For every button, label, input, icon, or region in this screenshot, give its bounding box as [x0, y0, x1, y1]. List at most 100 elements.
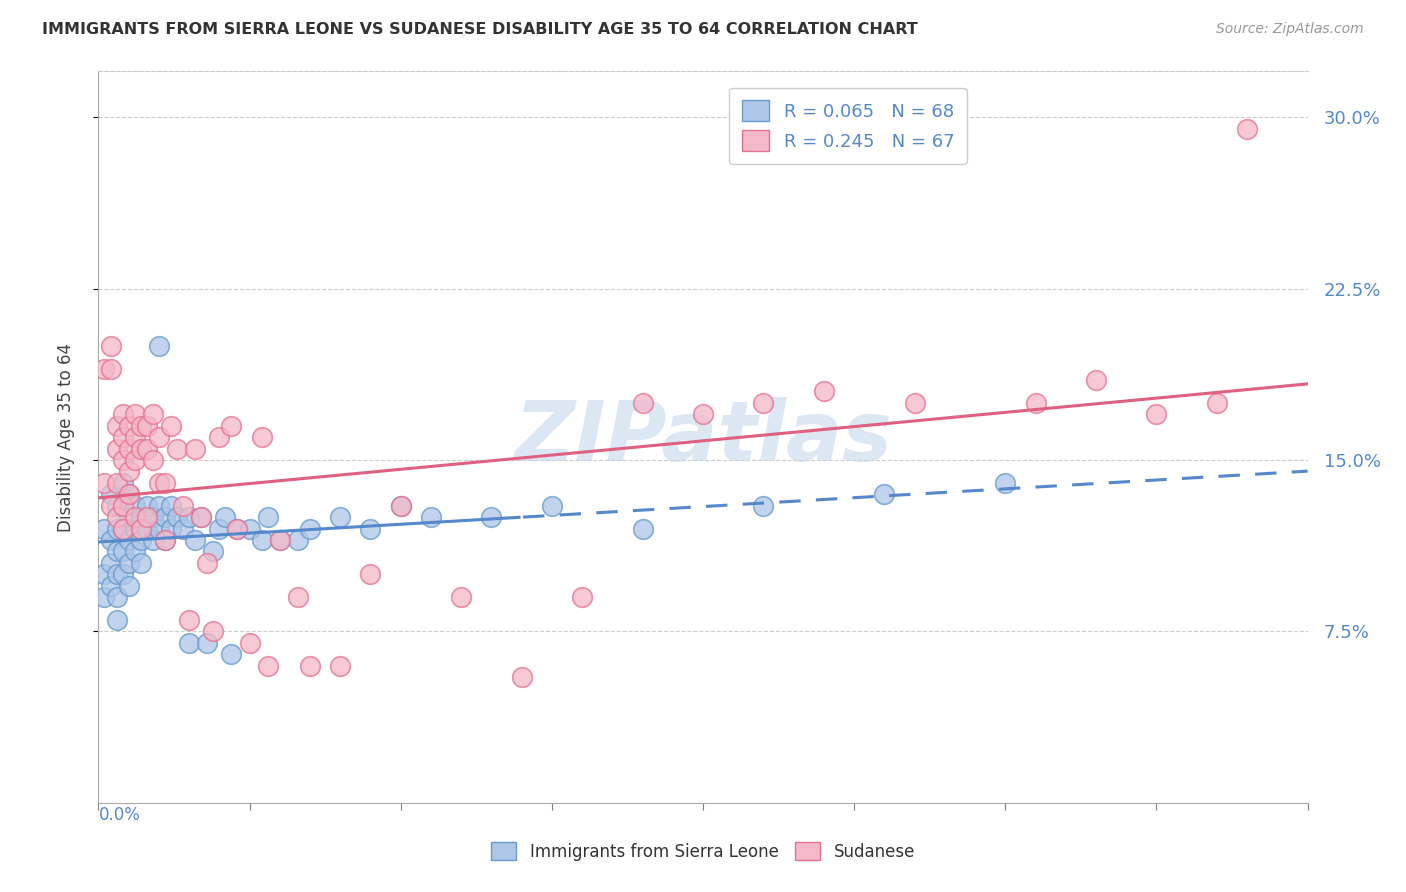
- Point: [148, 499, 170, 513]
- Point: [93, 567, 115, 582]
- Point: [1085, 373, 1108, 387]
- Point: [100, 338, 122, 352]
- Point: [631, 396, 654, 410]
- Point: [752, 499, 775, 513]
- Point: [329, 510, 352, 524]
- Point: [129, 556, 152, 570]
- Point: [105, 499, 128, 513]
- Point: [111, 499, 134, 513]
- Point: [93, 521, 115, 535]
- Point: [166, 442, 188, 456]
- Text: ZIPatlas: ZIPatlas: [515, 397, 891, 477]
- Point: [129, 521, 152, 535]
- Point: [135, 521, 157, 535]
- Point: [510, 670, 533, 684]
- Point: [105, 521, 128, 535]
- Point: [1144, 407, 1167, 421]
- Point: [100, 556, 122, 570]
- Point: [202, 544, 225, 558]
- Point: [129, 533, 152, 547]
- Point: [124, 544, 146, 558]
- Point: [100, 579, 122, 593]
- Point: [118, 556, 141, 570]
- Point: [873, 487, 896, 501]
- Point: [179, 636, 201, 650]
- Point: [202, 624, 225, 639]
- Point: [93, 361, 115, 376]
- Point: [214, 510, 236, 524]
- Point: [256, 658, 278, 673]
- Point: [124, 453, 146, 467]
- Text: 0.0%: 0.0%: [98, 806, 141, 824]
- Point: [118, 464, 141, 478]
- Legend: Immigrants from Sierra Leone, Sudanese: Immigrants from Sierra Leone, Sudanese: [485, 836, 921, 868]
- Point: [93, 590, 115, 604]
- Point: [142, 510, 165, 524]
- Point: [105, 613, 128, 627]
- Point: [299, 658, 322, 673]
- Point: [129, 510, 152, 524]
- Point: [105, 418, 128, 433]
- Point: [329, 658, 352, 673]
- Point: [111, 544, 134, 558]
- Point: [111, 453, 134, 467]
- Point: [105, 475, 128, 490]
- Point: [190, 510, 212, 524]
- Point: [190, 510, 212, 524]
- Point: [124, 407, 146, 421]
- Point: [135, 499, 157, 513]
- Point: [239, 636, 262, 650]
- Point: [105, 442, 128, 456]
- Point: [226, 521, 249, 535]
- Point: [100, 533, 122, 547]
- Point: [360, 521, 382, 535]
- Point: [148, 430, 170, 444]
- Point: [250, 430, 273, 444]
- Y-axis label: Disability Age 35 to 64: Disability Age 35 to 64: [56, 343, 75, 532]
- Point: [100, 499, 122, 513]
- Point: [93, 475, 115, 490]
- Point: [118, 487, 141, 501]
- Point: [389, 499, 412, 513]
- Point: [135, 418, 157, 433]
- Point: [153, 533, 176, 547]
- Point: [100, 361, 122, 376]
- Point: [420, 510, 443, 524]
- Point: [256, 510, 278, 524]
- Point: [111, 430, 134, 444]
- Point: [1206, 396, 1229, 410]
- Point: [148, 338, 170, 352]
- Point: [105, 510, 128, 524]
- Point: [389, 499, 412, 513]
- Point: [631, 521, 654, 535]
- Point: [124, 521, 146, 535]
- Point: [184, 442, 207, 456]
- Point: [105, 590, 128, 604]
- Point: [129, 442, 152, 456]
- Point: [184, 533, 207, 547]
- Point: [269, 533, 291, 547]
- Point: [153, 510, 176, 524]
- Point: [124, 430, 146, 444]
- Point: [692, 407, 714, 421]
- Point: [195, 556, 218, 570]
- Point: [269, 533, 291, 547]
- Point: [142, 453, 165, 467]
- Point: [111, 567, 134, 582]
- Point: [172, 499, 194, 513]
- Point: [250, 533, 273, 547]
- Point: [111, 499, 134, 513]
- Point: [160, 499, 183, 513]
- Point: [118, 533, 141, 547]
- Point: [142, 533, 165, 547]
- Point: [148, 475, 170, 490]
- Point: [208, 521, 231, 535]
- Point: [208, 430, 231, 444]
- Point: [239, 521, 262, 535]
- Point: [105, 544, 128, 558]
- Point: [994, 475, 1017, 490]
- Point: [481, 510, 503, 524]
- Point: [118, 579, 141, 593]
- Point: [904, 396, 927, 410]
- Point: [100, 487, 122, 501]
